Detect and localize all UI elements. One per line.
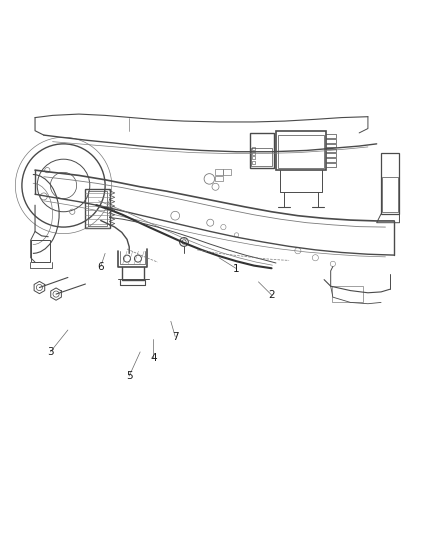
Bar [276,131,326,170]
Bar [332,286,363,302]
Text: 6: 6 [97,262,104,271]
Bar [252,160,255,164]
Text: 7: 7 [172,332,179,342]
Bar [85,189,110,228]
Bar [250,133,274,168]
Text: 3: 3 [47,347,54,357]
Bar [215,176,223,181]
Text: 5: 5 [126,371,133,381]
Text: 4: 4 [150,353,157,364]
Bar [251,148,272,166]
Bar [278,135,324,168]
Bar [88,191,107,226]
Bar [252,156,255,159]
Bar [31,240,50,262]
Bar [382,177,398,212]
Bar [223,169,231,175]
Text: 2: 2 [268,290,275,300]
Bar [215,169,223,175]
Bar [381,152,399,214]
Bar [252,147,255,150]
Text: 1: 1 [233,264,240,273]
Bar [252,152,255,155]
